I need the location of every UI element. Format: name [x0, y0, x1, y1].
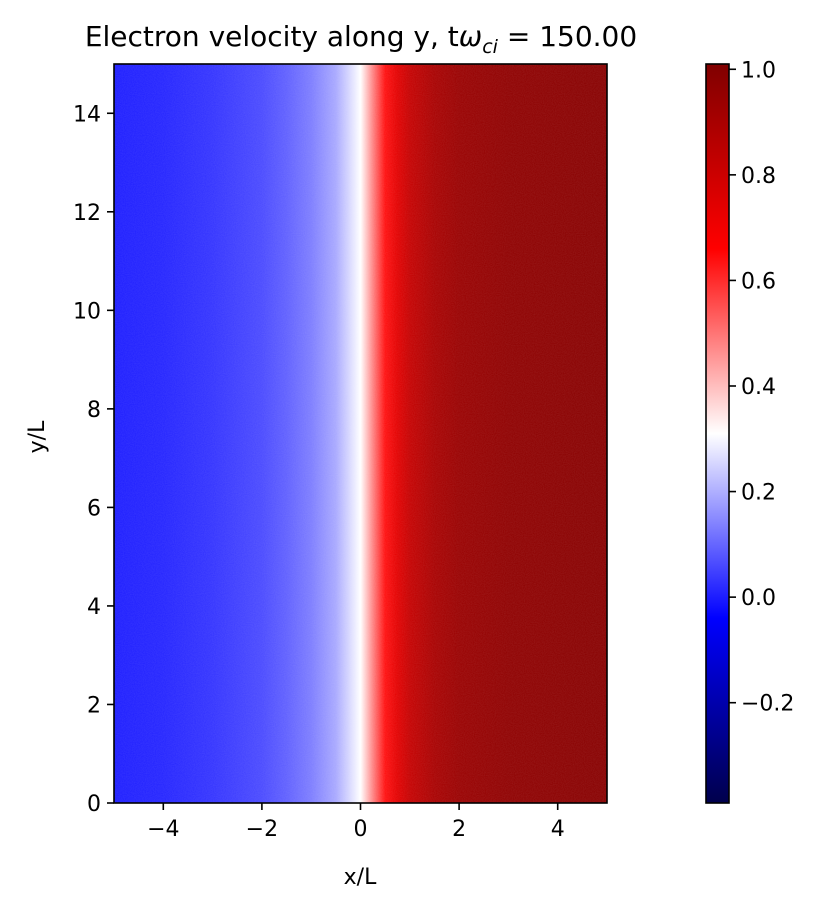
x-tick-label: −2 [246, 817, 278, 842]
colorbar-tick-label: 0.0 [741, 586, 776, 611]
y-tick-label: 4 [87, 595, 101, 620]
x-axis-ticks: −4 −2 0 2 4 [147, 803, 565, 842]
heatmap-noise-texture [114, 64, 607, 803]
chart-title: Electron velocity along y, tωci = 150.00 [85, 20, 637, 58]
x-tick-label: 0 [354, 817, 368, 842]
colorbar-tick-label: 1.0 [741, 58, 776, 83]
x-tick-label: −4 [147, 817, 179, 842]
heatmap-plot: −4 −2 0 2 4 0 2 4 6 8 10 12 14 [73, 63, 608, 842]
colorbar-tick-label: 0.6 [741, 269, 776, 294]
x-axis-label: x/L [344, 865, 377, 890]
y-tick-label: 2 [87, 693, 101, 718]
y-tick-label: 0 [87, 792, 101, 817]
colorbar-tick-label: 0.2 [741, 481, 776, 506]
y-tick-label: 14 [73, 102, 101, 127]
chart-title-prefix: Electron velocity along y, t [85, 20, 459, 53]
y-tick-label: 10 [73, 299, 101, 324]
colorbar: −0.2 0.0 0.2 0.4 0.6 0.8 1.0 [705, 58, 794, 804]
y-tick-label: 6 [87, 496, 101, 521]
chart-title-suffix: = 150.00 [498, 20, 637, 53]
colorbar-frame [705, 63, 730, 804]
chart-title-subscript: ci [482, 36, 498, 58]
y-tick-label: 8 [87, 398, 101, 423]
colorbar-tick-label: 0.4 [741, 375, 776, 400]
colorbar-tick-label: 0.8 [741, 164, 776, 189]
y-axis-label: y/L [25, 420, 50, 453]
colorbar-tick-label: −0.2 [741, 692, 794, 717]
x-tick-label: 2 [452, 817, 466, 842]
chart-title-omega: ω [459, 20, 482, 53]
colorbar-gradient [706, 64, 729, 803]
colorbar-ticks: −0.2 0.0 0.2 0.4 0.6 0.8 1.0 [729, 58, 794, 717]
y-axis-ticks: 0 2 4 6 8 10 12 14 [73, 102, 114, 817]
x-tick-label: 4 [551, 817, 565, 842]
y-tick-label: 12 [73, 201, 101, 226]
